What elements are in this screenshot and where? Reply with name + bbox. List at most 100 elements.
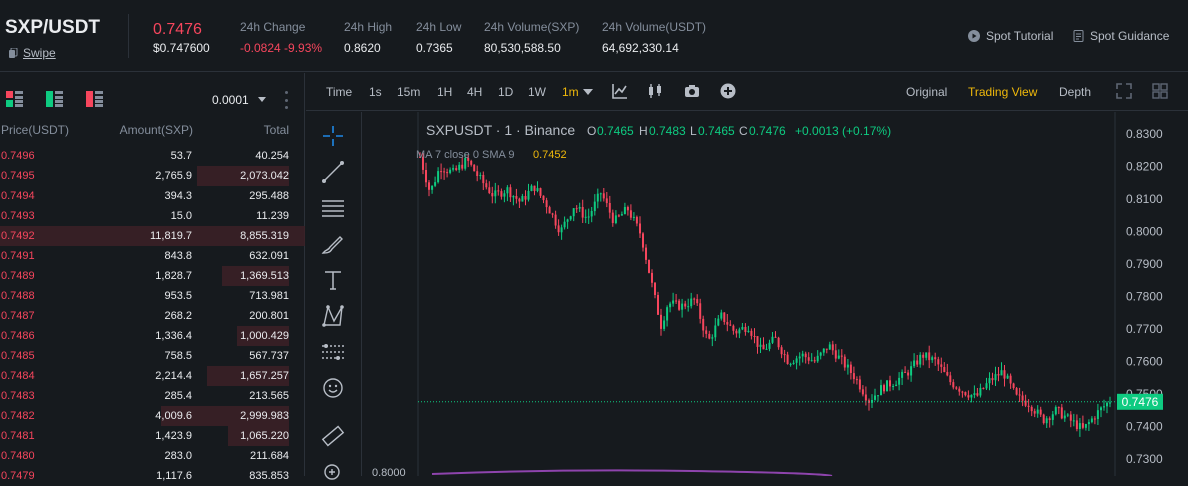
order-book-row[interactable]: 0.7483 285.4 213.565 bbox=[0, 386, 305, 406]
candle-body bbox=[596, 193, 599, 202]
interval-1s[interactable]: 1s bbox=[369, 85, 382, 99]
order-book-row[interactable]: 0.7489 1,828.7 1,369.513 bbox=[0, 266, 305, 286]
candle-body bbox=[855, 379, 858, 381]
view-original[interactable]: Original bbox=[906, 85, 948, 99]
order-book-row[interactable]: 0.7496 53.7 40.254 bbox=[0, 146, 305, 166]
order-book-row[interactable]: 0.7487 268.2 200.801 bbox=[0, 306, 305, 326]
candle-body bbox=[422, 156, 424, 170]
chevron-down-icon[interactable] bbox=[258, 97, 266, 102]
interval-1w[interactable]: 1W bbox=[528, 85, 546, 99]
row-amount: 268.2 bbox=[164, 310, 192, 322]
swipe-link[interactable]: Swipe bbox=[8, 46, 56, 60]
interval-1m[interactable]: 1m bbox=[562, 85, 579, 99]
candle-body bbox=[801, 353, 804, 357]
candle-body bbox=[494, 190, 497, 197]
candle-body bbox=[620, 214, 623, 216]
layout-grid-icon[interactable] bbox=[1152, 83, 1168, 99]
candle-body bbox=[542, 195, 545, 201]
spot-tutorial-link[interactable]: Spot Tutorial bbox=[968, 29, 1053, 43]
crosshair-icon[interactable] bbox=[320, 123, 346, 149]
order-book-buy-icon[interactable] bbox=[46, 91, 63, 108]
candle-type-icon[interactable] bbox=[647, 83, 663, 99]
price-tick: 0.7300 bbox=[1126, 452, 1163, 466]
candle-body bbox=[774, 336, 777, 338]
interval-4h[interactable]: 4H bbox=[467, 85, 483, 99]
order-book-row[interactable]: 0.7491 843.8 632.091 bbox=[0, 246, 305, 266]
col-price: Price(USDT) bbox=[1, 123, 69, 137]
order-book-row[interactable]: 0.7479 1,117.6 835.853 bbox=[0, 466, 305, 486]
order-book-row[interactable]: 0.7484 2,214.4 1,657.257 bbox=[0, 366, 305, 386]
candle-body bbox=[720, 312, 723, 319]
order-book-toolbar: 0.0001 bbox=[0, 73, 305, 119]
stat-24h-change: 24h Change -0.0824 -9.93% bbox=[240, 20, 322, 55]
order-book-row[interactable]: 0.7493 15.0 11.239 bbox=[0, 206, 305, 226]
forecast-icon[interactable] bbox=[320, 339, 346, 365]
candle-body bbox=[880, 385, 882, 396]
candle-body bbox=[1030, 406, 1033, 412]
camera-icon[interactable] bbox=[684, 83, 700, 99]
candle-body bbox=[693, 298, 696, 300]
order-book-row[interactable]: 0.7482 4,009.6 2,999.983 bbox=[0, 406, 305, 426]
candle-body bbox=[807, 357, 810, 361]
candle-body bbox=[780, 347, 783, 355]
candle-body bbox=[723, 312, 726, 322]
interval-1h[interactable]: 1H bbox=[437, 85, 453, 99]
candle-body bbox=[955, 387, 958, 389]
text-icon[interactable] bbox=[320, 267, 346, 293]
order-book-sell-icon[interactable] bbox=[86, 91, 103, 108]
interval-15m[interactable]: 15m bbox=[397, 85, 421, 99]
zoom-in-icon[interactable] bbox=[320, 460, 346, 486]
order-book-row[interactable]: 0.7492 11,819.7 8,855.319 bbox=[0, 226, 305, 246]
candle-body bbox=[437, 171, 440, 183]
more-vertical-icon[interactable] bbox=[285, 91, 289, 109]
order-book-row[interactable]: 0.7488 953.5 713.981 bbox=[0, 286, 305, 306]
candle-body bbox=[449, 169, 452, 173]
price-tick: 0.7800 bbox=[1126, 290, 1163, 304]
pattern-icon[interactable] bbox=[320, 303, 346, 329]
trend-line-icon[interactable] bbox=[320, 159, 346, 185]
candlestick-chart[interactable]: 0.8300 0.8200 0.8100 0.8000 0.7900 0.7800 0.77… bbox=[362, 112, 1188, 479]
order-book-row[interactable]: 0.7481 1,423.9 1,065.220 bbox=[0, 426, 305, 446]
candle-body bbox=[1054, 407, 1057, 415]
row-price: 0.7488 bbox=[1, 290, 35, 302]
order-book-row[interactable]: 0.7494 394.3 295.488 bbox=[0, 186, 305, 206]
order-book-both-icon[interactable] bbox=[6, 91, 23, 108]
candle-body bbox=[473, 164, 476, 172]
horizontal-lines-icon[interactable] bbox=[320, 195, 346, 221]
candle-body bbox=[970, 394, 973, 398]
candle-body bbox=[642, 233, 644, 248]
add-indicator-icon[interactable] bbox=[720, 83, 736, 99]
order-book-row[interactable]: 0.7480 283.0 211.684 bbox=[0, 446, 305, 466]
interval-1d[interactable]: 1D bbox=[498, 85, 514, 99]
ruler-icon[interactable] bbox=[320, 423, 346, 449]
candle-body bbox=[822, 348, 825, 353]
row-price: 0.7484 bbox=[1, 370, 35, 382]
interval-time[interactable]: Time bbox=[326, 85, 353, 99]
fullscreen-icon[interactable] bbox=[1116, 83, 1132, 99]
current-price-label: 0.7476 bbox=[1122, 395, 1159, 409]
indicator-icon[interactable] bbox=[612, 83, 628, 99]
precision-select[interactable]: 0.0001 bbox=[212, 93, 249, 107]
candle-body bbox=[937, 359, 940, 365]
pair-title[interactable]: SXP/USDT bbox=[5, 17, 101, 38]
view-depth[interactable]: Depth bbox=[1059, 85, 1092, 99]
chevron-down-icon[interactable] bbox=[583, 89, 593, 95]
row-price: 0.7494 bbox=[1, 190, 35, 202]
stat-value: 64,692,330.14 bbox=[602, 41, 679, 55]
order-book-row[interactable]: 0.7485 758.5 567.737 bbox=[0, 346, 305, 366]
last-price-usd: $0.747600 bbox=[153, 41, 210, 55]
emoji-icon[interactable] bbox=[320, 375, 346, 401]
candle-body bbox=[852, 373, 855, 380]
view-trading-view[interactable]: Trading View bbox=[968, 85, 1038, 99]
order-book-row[interactable]: 0.7495 2,765.9 2,073.042 bbox=[0, 166, 305, 186]
spot-guidance-link[interactable]: Spot Guidance bbox=[1073, 29, 1169, 43]
row-amount: 843.8 bbox=[164, 250, 192, 262]
candle-body bbox=[521, 196, 524, 202]
order-book-row[interactable]: 0.7486 1,336.4 1,000.429 bbox=[0, 326, 305, 346]
brush-icon[interactable] bbox=[320, 231, 346, 257]
price-chart[interactable]: 0.8300 0.8200 0.8100 0.8000 0.7900 0.7800 0.77… bbox=[362, 112, 1188, 479]
col-total: Total bbox=[263, 123, 289, 137]
candle-body bbox=[536, 188, 539, 191]
candle-body bbox=[464, 157, 467, 169]
candle-body bbox=[789, 363, 792, 365]
